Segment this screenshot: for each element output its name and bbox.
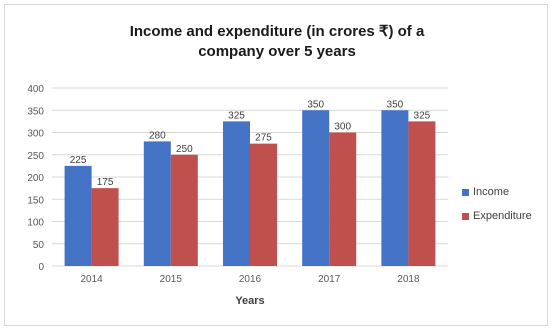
bar-expenditure	[170, 154, 198, 266]
data-label: 275	[255, 133, 272, 144]
data-label: 350	[307, 99, 324, 110]
bar-income	[64, 165, 92, 266]
bar-income	[302, 110, 330, 266]
y-tick-label: 350	[27, 106, 44, 117]
data-label: 225	[70, 155, 87, 166]
bar-expenditure	[329, 132, 357, 266]
x-tick-label: 2016	[239, 274, 262, 285]
legend-label-income: Income	[473, 186, 510, 198]
data-label: 300	[334, 122, 351, 133]
data-label: 280	[149, 130, 166, 141]
y-tick-label: 100	[27, 218, 44, 229]
data-label: 325	[228, 110, 245, 121]
data-label: 325	[414, 110, 431, 121]
bar-income	[223, 121, 250, 266]
x-tick-label: 2014	[80, 274, 103, 285]
y-tick-label: 300	[27, 129, 44, 140]
bar-expenditure	[250, 143, 277, 266]
x-tick-label: 2015	[160, 274, 183, 285]
chart-title-line-2: company over 5 years	[198, 43, 356, 60]
y-tick-label: 150	[27, 195, 44, 206]
y-tick-label: 250	[27, 151, 44, 162]
x-tick-label: 2017	[318, 274, 341, 285]
data-label: 175	[97, 177, 114, 188]
legend-label-expenditure: Expenditure	[473, 210, 532, 222]
legend: Income Expenditure	[462, 180, 532, 228]
legend-item-income: Income	[462, 180, 532, 204]
x-axis-label: Years	[235, 295, 264, 307]
legend-swatch-income	[462, 188, 469, 196]
y-tick-label: 50	[33, 240, 45, 251]
legend-swatch-expenditure	[462, 212, 469, 220]
x-tick-label: 2018	[397, 274, 420, 285]
chart-title-line-1: Income and expenditure (in crores ₹) of …	[129, 23, 425, 40]
legend-item-expenditure: Expenditure	[462, 204, 532, 228]
chart-title: Income and expenditure (in crores ₹) of …	[0, 22, 554, 62]
data-label: 250	[176, 144, 193, 155]
data-label: 350	[387, 99, 404, 110]
y-tick-label: 0	[38, 262, 44, 273]
bar-income	[143, 141, 171, 266]
bar-income	[381, 110, 409, 266]
y-tick-label: 400	[27, 84, 44, 95]
y-tick-label: 200	[27, 173, 44, 184]
bar-expenditure	[408, 121, 436, 266]
bar-expenditure	[91, 188, 119, 266]
